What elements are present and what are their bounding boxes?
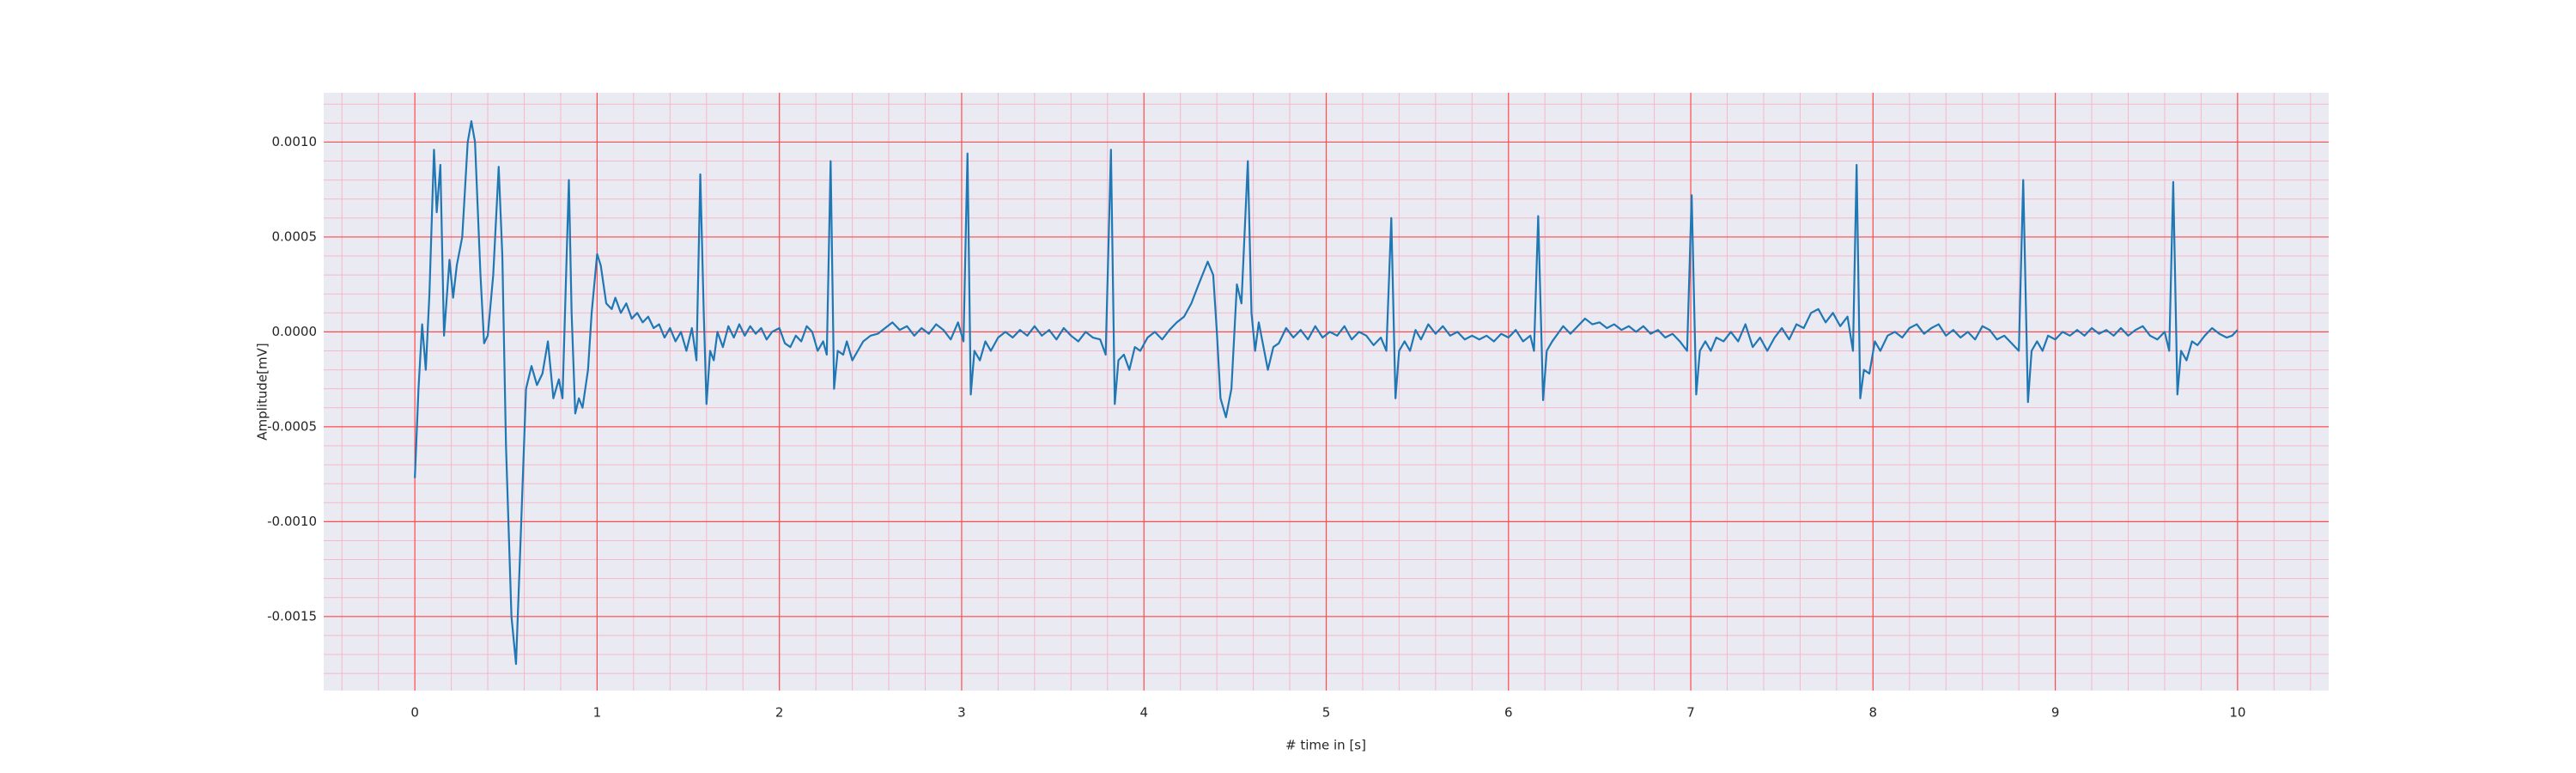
x-tick-label: 7 [1686,705,1695,721]
y-tick-label: 0.0000 [272,324,318,339]
x-tick-label: 9 [2051,705,2060,721]
x-tick-label: 8 [1869,705,1878,721]
x-tick-label: 5 [1322,705,1331,721]
plot-area [324,93,2329,691]
y-tick-label: -0.0010 [267,514,317,529]
y-tick-label: 0.0005 [272,228,318,244]
x-tick-label: 0 [410,705,419,721]
x-tick-label: 6 [1504,705,1513,721]
ecg-line [414,120,2239,666]
y-tick-label: 0.0010 [272,134,318,149]
x-axis-label: # time in [s] [1285,738,1366,753]
x-tick-label: 1 [593,705,602,721]
x-tick-label: 2 [775,705,784,721]
y-tick-label: -0.0005 [267,418,317,434]
y-tick-label: -0.0015 [267,608,317,624]
x-tick-label: 10 [2229,705,2245,721]
x-tick-label: 3 [957,705,966,721]
x-tick-label: 4 [1139,705,1148,721]
y-axis-label: Amplitude[mV] [255,343,270,440]
